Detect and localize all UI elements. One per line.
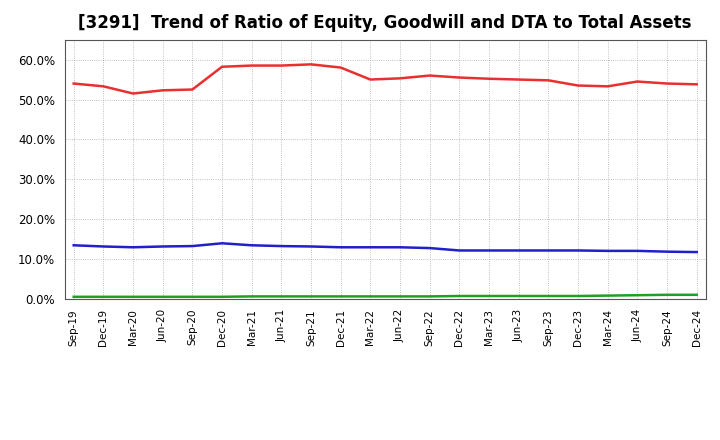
Goodwill xyxy=(248,242,256,248)
Equity xyxy=(426,73,434,78)
Deferred Tax Assets xyxy=(544,293,553,299)
Deferred Tax Assets xyxy=(426,294,434,299)
Goodwill xyxy=(69,242,78,248)
Goodwill xyxy=(574,248,582,253)
Equity xyxy=(69,81,78,86)
Goodwill xyxy=(307,244,315,249)
Goodwill xyxy=(277,243,286,249)
Deferred Tax Assets xyxy=(455,293,464,299)
Goodwill xyxy=(633,248,642,253)
Deferred Tax Assets xyxy=(574,293,582,299)
Equity xyxy=(574,83,582,88)
Deferred Tax Assets xyxy=(366,294,374,299)
Goodwill xyxy=(603,248,612,253)
Deferred Tax Assets xyxy=(693,292,701,297)
Deferred Tax Assets xyxy=(277,294,286,299)
Deferred Tax Assets xyxy=(603,293,612,298)
Deferred Tax Assets xyxy=(217,294,226,300)
Goodwill xyxy=(455,248,464,253)
Goodwill xyxy=(426,246,434,251)
Equity xyxy=(217,64,226,70)
Equity xyxy=(396,76,405,81)
Goodwill xyxy=(158,244,167,249)
Deferred Tax Assets xyxy=(158,294,167,300)
Equity xyxy=(544,78,553,83)
Equity xyxy=(514,77,523,82)
Goodwill xyxy=(188,243,197,249)
Equity xyxy=(366,77,374,82)
Deferred Tax Assets xyxy=(336,294,345,299)
Deferred Tax Assets xyxy=(307,294,315,299)
Deferred Tax Assets xyxy=(514,293,523,299)
Deferred Tax Assets xyxy=(662,292,671,297)
Goodwill xyxy=(514,248,523,253)
Equity xyxy=(633,79,642,84)
Equity xyxy=(129,91,138,96)
Equity xyxy=(307,62,315,67)
Deferred Tax Assets xyxy=(99,294,108,300)
Equity xyxy=(188,87,197,92)
Deferred Tax Assets xyxy=(69,294,78,300)
Equity xyxy=(693,82,701,87)
Goodwill xyxy=(217,241,226,246)
Goodwill xyxy=(99,244,108,249)
Goodwill xyxy=(544,248,553,253)
Line: Goodwill: Goodwill xyxy=(73,243,697,252)
Line: Equity: Equity xyxy=(73,64,697,94)
Equity xyxy=(336,65,345,70)
Equity xyxy=(455,75,464,80)
Equity xyxy=(662,81,671,86)
Goodwill xyxy=(662,249,671,254)
Deferred Tax Assets xyxy=(129,294,138,300)
Equity xyxy=(277,63,286,68)
Equity xyxy=(248,63,256,68)
Deferred Tax Assets xyxy=(248,294,256,299)
Equity xyxy=(99,84,108,89)
Deferred Tax Assets xyxy=(633,293,642,298)
Equity xyxy=(485,76,493,81)
Deferred Tax Assets xyxy=(188,294,197,300)
Goodwill xyxy=(485,248,493,253)
Title: [3291]  Trend of Ratio of Equity, Goodwill and DTA to Total Assets: [3291] Trend of Ratio of Equity, Goodwil… xyxy=(78,15,692,33)
Goodwill xyxy=(366,245,374,250)
Line: Deferred Tax Assets: Deferred Tax Assets xyxy=(73,295,697,297)
Equity xyxy=(158,88,167,93)
Deferred Tax Assets xyxy=(396,294,405,299)
Equity xyxy=(603,84,612,89)
Goodwill xyxy=(129,245,138,250)
Deferred Tax Assets xyxy=(485,293,493,299)
Goodwill xyxy=(336,245,345,250)
Goodwill xyxy=(693,249,701,255)
Goodwill xyxy=(396,245,405,250)
